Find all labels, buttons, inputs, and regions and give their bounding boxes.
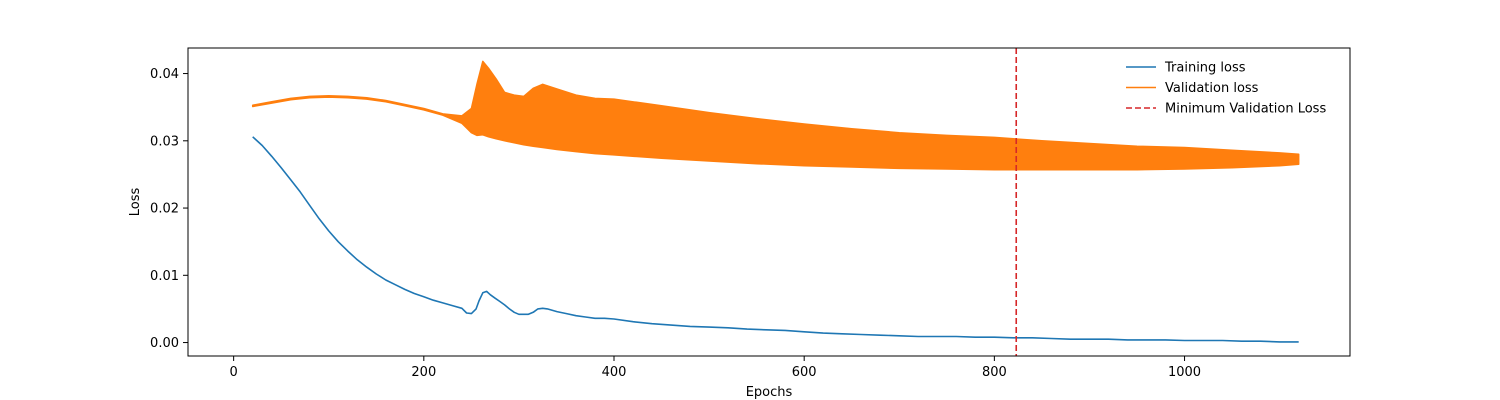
validation-loss-layer	[251, 60, 1300, 171]
plot-frame	[187, 47, 1351, 357]
x-tick-label: 800	[982, 365, 1007, 380]
y-tick-label: 0.00	[150, 336, 179, 351]
training-loss-layer	[252, 136, 1299, 343]
validation-loss-band	[251, 60, 1300, 171]
legend-label: Training loss	[1164, 61, 1246, 76]
x-tick-label: 400	[602, 365, 627, 380]
legend-label: Validation loss	[1165, 81, 1259, 96]
x-tick-label: 200	[411, 365, 436, 380]
x-tick-label: 1000	[1168, 365, 1201, 380]
y-tick-label: 0.01	[150, 269, 179, 284]
x-axis-label: Epochs	[746, 385, 793, 400]
x-tick-label: 0	[230, 365, 238, 380]
x-ticks: 0 200 400 600 800 1000	[230, 356, 1201, 380]
y-axis-label: Loss	[128, 188, 143, 217]
training-loss-line	[252, 136, 1299, 343]
y-tick-label: 0.02	[150, 202, 179, 217]
y-tick-label: 0.04	[150, 67, 179, 82]
y-ticks: 0.00 0.01 0.02 0.03 0.04	[150, 67, 188, 351]
legend-label: Minimum Validation Loss	[1165, 102, 1326, 117]
y-tick-label: 0.03	[150, 134, 179, 149]
x-tick-label: 600	[792, 365, 817, 380]
legend: Training loss Validation loss Minimum Vali…	[1126, 61, 1326, 117]
